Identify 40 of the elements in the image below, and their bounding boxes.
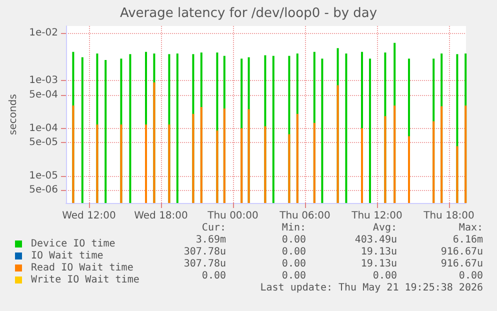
text: 0.00 — [282, 258, 306, 270]
y-tick-label: 5e-05 — [29, 137, 58, 148]
x-tick-label: Wed 18:00 — [134, 210, 188, 222]
chart-title: Average latency for /dev/loop0 - by day — [120, 6, 378, 21]
legend-label: Device IO time — [31, 238, 116, 250]
y-axis-title: seconds — [8, 94, 19, 135]
text: 19.13u — [360, 246, 397, 258]
text: 6.16m — [452, 234, 484, 246]
text: Last update: Thu May 21 19:25:38 2026 — [260, 282, 484, 294]
y-tick-label: 1e-04 — [29, 122, 58, 134]
text: 0.00 — [282, 246, 306, 258]
y-tick-label: 1e-05 — [29, 170, 58, 182]
text: 0.00 — [282, 234, 306, 246]
text: 307.78u — [184, 246, 226, 258]
text: 307.78u — [184, 258, 226, 270]
x-tick-label: Thu 00:00 — [206, 210, 258, 222]
text: 0.00 — [282, 270, 306, 282]
text: Avg: — [372, 222, 398, 234]
y-tick-label: 5e-04 — [29, 89, 58, 100]
x-tick-label: Thu 18:00 — [422, 210, 474, 222]
text: 0.00 — [372, 270, 398, 282]
y-tick-label: 5e-06 — [29, 184, 58, 196]
x-tick-label: Thu 12:00 — [350, 210, 402, 222]
text: 916.67u — [440, 258, 484, 270]
y-tick-label: 1e-02 — [29, 27, 58, 38]
y-tick-label: 1e-03 — [29, 75, 58, 86]
text: 0.00 — [202, 270, 226, 282]
text: 19.13u — [360, 258, 397, 270]
legend-label: Read IO Wait time — [31, 262, 134, 274]
text: Max: — [458, 222, 484, 234]
text: 916.67u — [440, 246, 484, 258]
text: 3.69m — [196, 234, 226, 246]
legend-label: Write IO Wait time — [31, 274, 140, 286]
x-tick-label: Wed 12:00 — [62, 210, 116, 222]
text: 403.49u — [354, 234, 398, 246]
x-tick-label: Thu 06:00 — [278, 210, 330, 222]
text: Cur: — [202, 222, 226, 234]
text: 0.00 — [458, 270, 484, 282]
legend-label: IO Wait time — [31, 250, 104, 262]
text: Min: — [282, 222, 306, 234]
